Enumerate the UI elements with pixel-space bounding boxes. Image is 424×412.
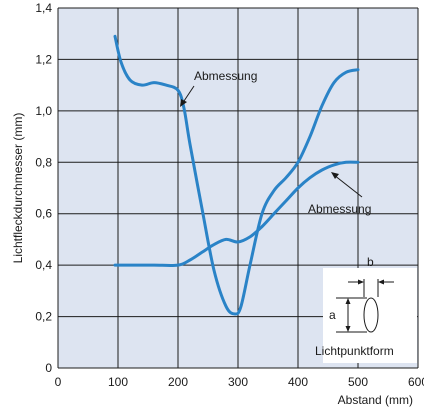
tick-labels: 0 100 200 300 400 500 600 0 0,2 0,4 0,6 0,8 1,0 1,2 1,… — [35, 1, 424, 389]
y-axis-label: Lichtfleckdurchmesser (mm) — [11, 113, 25, 264]
annotation-2-label: Abmessung — [308, 202, 371, 216]
x-tick-label: 0 — [55, 375, 62, 389]
x-axis-label: Abstand (mm) — [338, 393, 413, 407]
y-tick-label: 1,0 — [35, 104, 52, 118]
x-tick-label: 400 — [288, 375, 308, 389]
annotation-1-arrowhead — [180, 99, 187, 107]
inset-label-b: b — [367, 255, 374, 269]
x-tick-label: 300 — [228, 375, 248, 389]
inset-label-a: a — [329, 308, 336, 322]
inset-spot-shape: b a Lichtpunktform — [315, 255, 417, 363]
y-tick-label: 1,2 — [35, 52, 52, 66]
x-tick-label: 600 — [408, 375, 424, 389]
series-2-line — [113, 160, 360, 267]
y-tick-label: 0,8 — [35, 155, 52, 169]
y-tick-label: 0,4 — [35, 258, 52, 272]
y-tick-label: 0,2 — [35, 310, 52, 324]
annotation-2-arrow-line — [333, 174, 363, 198]
series-1-line — [113, 34, 360, 316]
series-group — [113, 34, 360, 316]
y-tick-label: 0,6 — [35, 207, 52, 221]
x-tick-label: 500 — [348, 375, 368, 389]
x-tick-label: 200 — [168, 375, 188, 389]
inset-caption: Lichtpunktform — [315, 344, 394, 358]
y-tick-label: 0 — [45, 361, 52, 375]
annotation-1-label: Abmessung — [194, 69, 257, 83]
y-tick-label: 1,4 — [35, 1, 52, 15]
spot-ellipse — [363, 297, 379, 333]
x-tick-label: 100 — [108, 375, 128, 389]
grid — [57, 7, 419, 369]
annotation-2-arrowhead — [331, 172, 339, 179]
